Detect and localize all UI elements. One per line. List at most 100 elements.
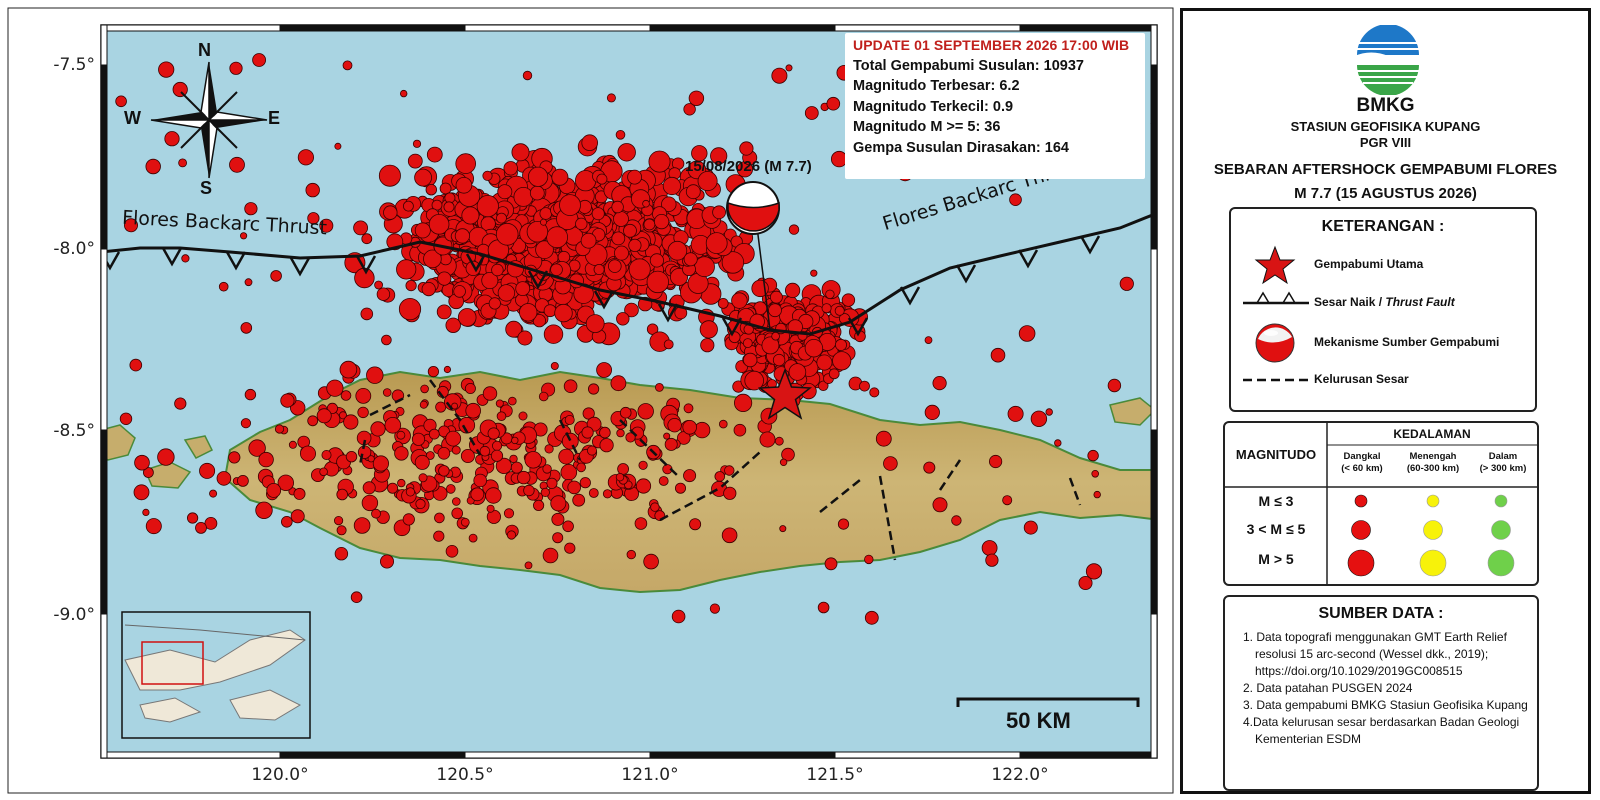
medium-header: Menengah (60-300 km) [1397,451,1469,475]
aftershock-dot [465,402,482,419]
aftershock-dot [218,281,229,292]
depth-magnitude-table: MAGNITUDO KEDALAMAN Dangkal (< 60 km) Me… [1223,421,1539,586]
aftershock-dot [425,183,438,196]
aftershock-dot [280,393,295,408]
aftershock-dot [280,515,293,528]
aftershock-dot [579,477,591,489]
aftershock-dot [397,478,406,488]
aftershock-dot [828,368,840,380]
aftershock-dot [457,308,477,327]
aftershock-dot [277,474,295,492]
legend-thrust-label: Sesar Naik / Thrust Fault [1314,295,1455,309]
aftershock-dot [542,464,552,474]
aftershock-dot [1007,405,1024,422]
aftershock-dot [443,365,451,374]
aftershock-dot [307,415,319,427]
aftershock-dot [710,147,728,165]
aftershock-dot [510,461,523,474]
aftershock-dot [204,517,218,530]
aftershock-dot [445,484,456,494]
thrust-tooth [1017,249,1039,269]
thrust-tooth [289,257,311,277]
aftershock-dot [468,533,478,543]
map-frame-ticks [100,24,1158,759]
aftershock-dot [524,451,542,469]
aftershock-dot [305,182,320,198]
aftershock-dot [689,518,702,531]
aftershock-dot [255,501,273,520]
aftershock-dot [355,387,372,404]
aftershock-dot [985,553,999,567]
aftershock-dot [655,382,664,392]
aftershock-dot [616,312,630,326]
thrust-tooth [1079,235,1101,255]
thrust-tooth [657,303,679,323]
aftershock-dot [709,603,721,614]
fault-lineaments [358,379,1082,561]
aftershock-dot [567,480,581,495]
aftershock-dot [482,170,493,181]
aftershock-dot [497,184,513,200]
aftershock-dot [683,403,694,414]
aftershock-dot [244,202,258,216]
aftershock-dot [804,106,819,120]
aftershock-dot [671,609,686,624]
aftershock-dot [774,436,784,446]
aftershock-dot [628,258,651,281]
aftershock-dot [316,408,332,424]
aftershock-dot [788,363,807,381]
aftershock-dot [383,205,398,220]
aftershock-dot [145,518,162,535]
aftershock-dot [834,305,845,316]
aftershock-dot [361,494,379,512]
aftershock-dot [923,461,936,474]
aftershock-dot [742,338,753,349]
svg-text:121.0°: 121.0° [621,765,678,785]
aftershock-dot [542,547,559,564]
aftershock-dot [490,449,504,462]
panel-title: SEBARAN AFTERSHOCK GEMPABUMI FLORES M 7.… [1183,158,1588,206]
table-grid [1225,423,1537,584]
aftershock-dot [181,254,190,263]
aftershock-dot [683,469,697,483]
aftershock-dot [1009,193,1022,207]
station-line: STASIUN GEOFISIKA KUPANG [1290,119,1481,134]
aftershock-dot [248,439,266,457]
aftershock-dot [270,270,282,282]
aftershock-dot [625,432,636,443]
aftershock-dot [378,164,401,187]
aftershock-dot [685,184,701,200]
aftershock-dot [653,214,670,230]
aftershock-dot [643,218,656,231]
aftershock-dot [779,458,788,466]
legend-panel: BMKG STASIUN GEOFISIKA KUPANG PGR VIII S… [1180,8,1591,794]
aftershock-dot [418,473,428,483]
aftershock-dot [788,224,800,235]
aftershock-dot [371,508,381,519]
aftershock-dot [421,281,436,297]
aftershock-dot [503,508,515,519]
aftershock-dot [405,279,417,292]
aftershock-dot [837,518,850,530]
aftershock-dot [825,289,835,300]
max-magnitude: Magnitudo Terbesar: 6.2 [853,78,1020,94]
aftershock-dot [288,440,297,449]
mainshock-label: 15/08/2026 (M 7.7) [685,158,812,175]
aftershock-dot [712,205,726,220]
aftershock-dot [699,320,718,339]
aftershock-dot [784,282,801,298]
aftershock-dot [649,253,665,268]
aftershock-dot [517,470,531,485]
aftershock-dot [561,432,579,450]
aftershock-dot [721,251,745,274]
aftershock-dot [724,465,735,476]
aftershock-dot [643,553,659,570]
aftershock-dot [381,334,392,346]
aftershock-dot [664,437,678,451]
aftershock-dot [875,430,892,447]
aftershock-dot [527,166,549,187]
aftershock-dot [178,158,188,168]
aftershock-dot [818,380,829,392]
aftershock-dot [771,331,780,341]
aftershock-dot [444,192,456,204]
